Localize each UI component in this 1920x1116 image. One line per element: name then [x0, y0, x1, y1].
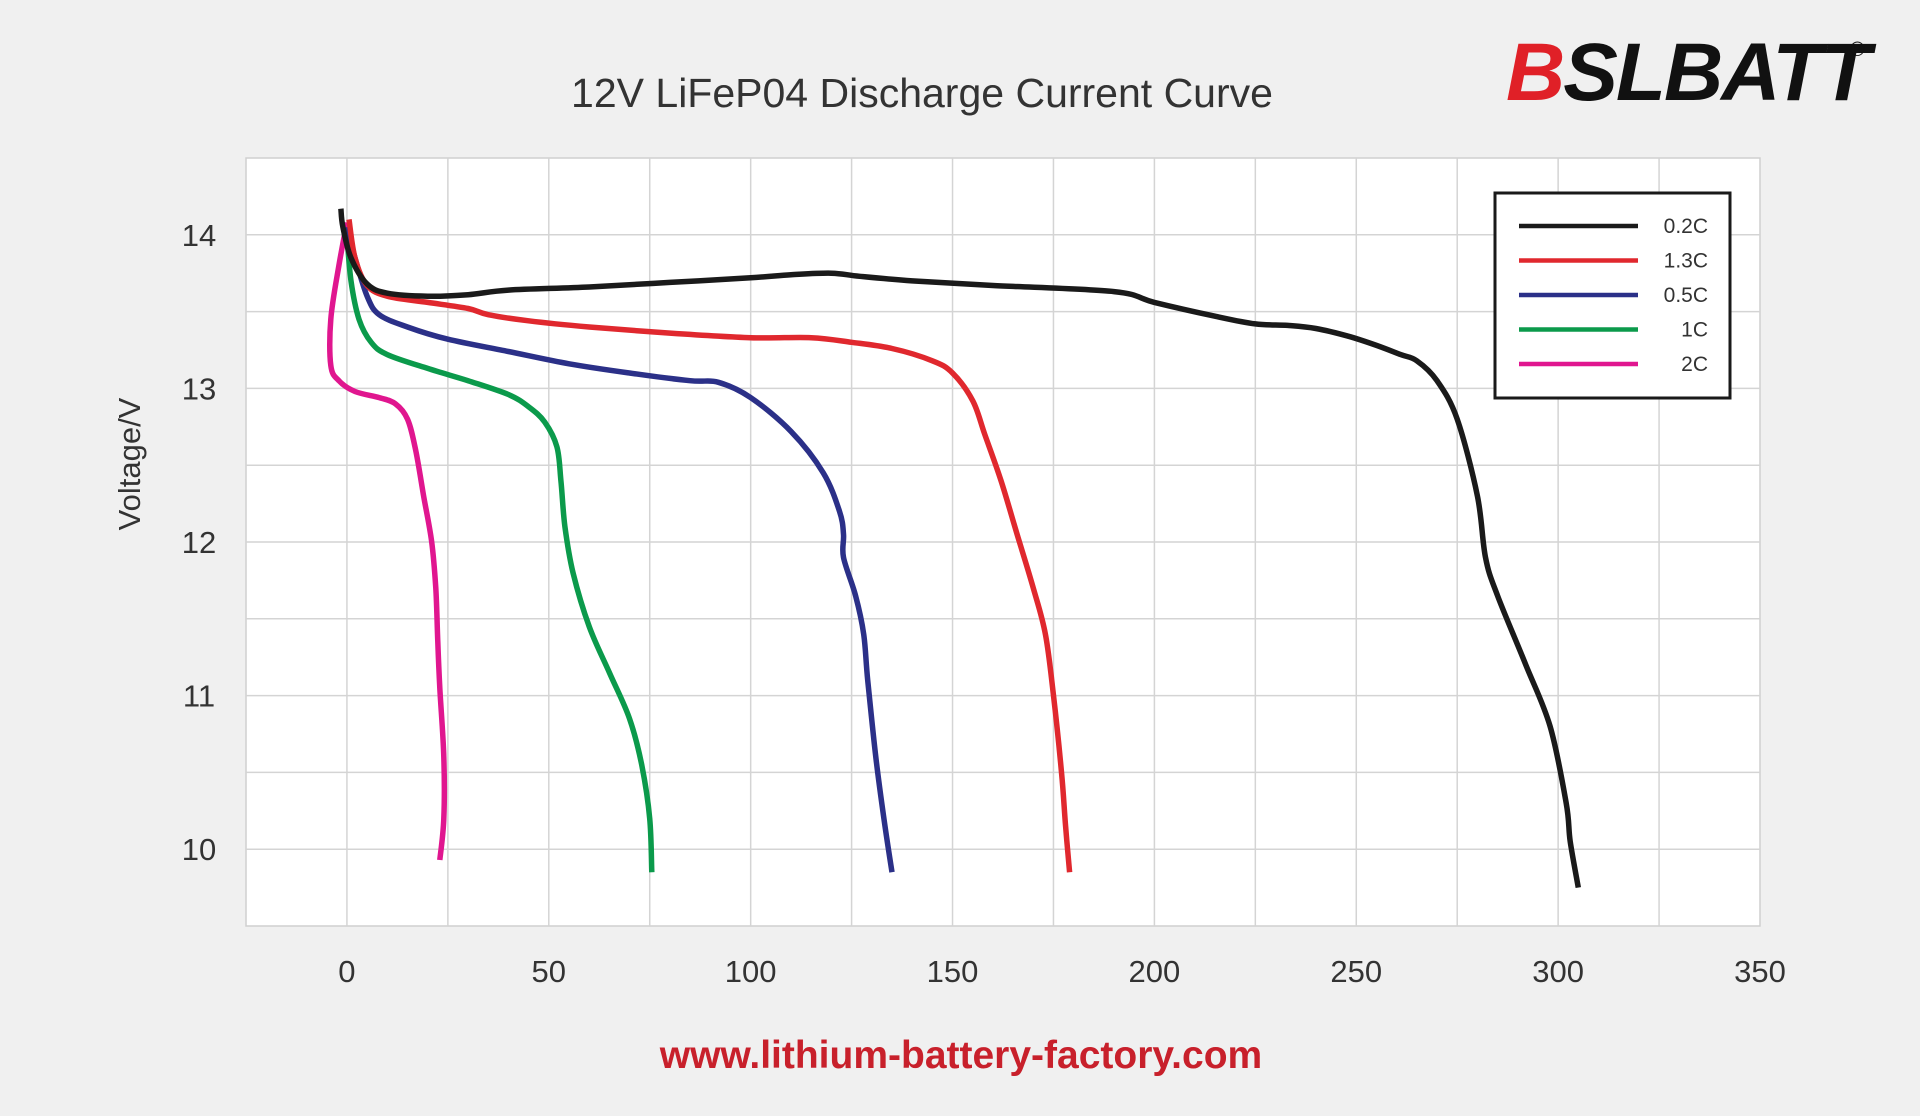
y-tick-label: 13 [182, 371, 216, 406]
tick-labels: 0 50 100 150 200 250 300 350 10 11 12 13 14 [182, 218, 1786, 989]
series-line-0-2c [338, 208, 1582, 889]
chart-title: 12V LiFeP04 Discharge Current Curve [571, 70, 1273, 116]
series-line-1-3c [346, 218, 1073, 873]
x-tick-label: 100 [725, 954, 777, 989]
series-lines [327, 208, 1582, 889]
x-tick-label: 250 [1330, 954, 1382, 989]
y-axis-label: Voltage/V [112, 397, 147, 530]
x-tick-label: 150 [927, 954, 979, 989]
series-line-2c [327, 222, 448, 861]
series-line-0-5c [344, 226, 895, 873]
x-tick-label: 200 [1129, 954, 1181, 989]
y-tick-label: 11 [183, 679, 215, 714]
brand-logo-text: BSLBATT [1506, 27, 1876, 118]
x-tick-label: 50 [532, 954, 566, 989]
series-line-1c [344, 234, 655, 873]
legend-label: 1C [1681, 319, 1708, 342]
legend-label: 2C [1681, 353, 1708, 376]
website-url: www.lithium-battery-factory.com [659, 1034, 1262, 1077]
x-tick-label: 0 [338, 954, 355, 989]
x-tick-label: 300 [1532, 954, 1584, 989]
logo-accent-letter: B [1506, 27, 1563, 118]
legend: 0.2C 1.3C 0.5C 1C 2C [1493, 191, 1732, 400]
legend-label: 1.3C [1664, 250, 1708, 273]
legend-label: 0.5C [1664, 284, 1708, 307]
brand-logo: BSLBATT ® [1506, 27, 1878, 118]
y-tick-label: 12 [182, 525, 216, 560]
logo-rest-letters: SLBATT [1563, 27, 1876, 118]
registered-mark: ® [1850, 39, 1865, 61]
y-tick-label: 10 [182, 832, 216, 867]
x-tick-label: 350 [1734, 954, 1786, 989]
y-tick-label: 14 [182, 218, 216, 253]
legend-label: 0.2C [1664, 215, 1708, 238]
